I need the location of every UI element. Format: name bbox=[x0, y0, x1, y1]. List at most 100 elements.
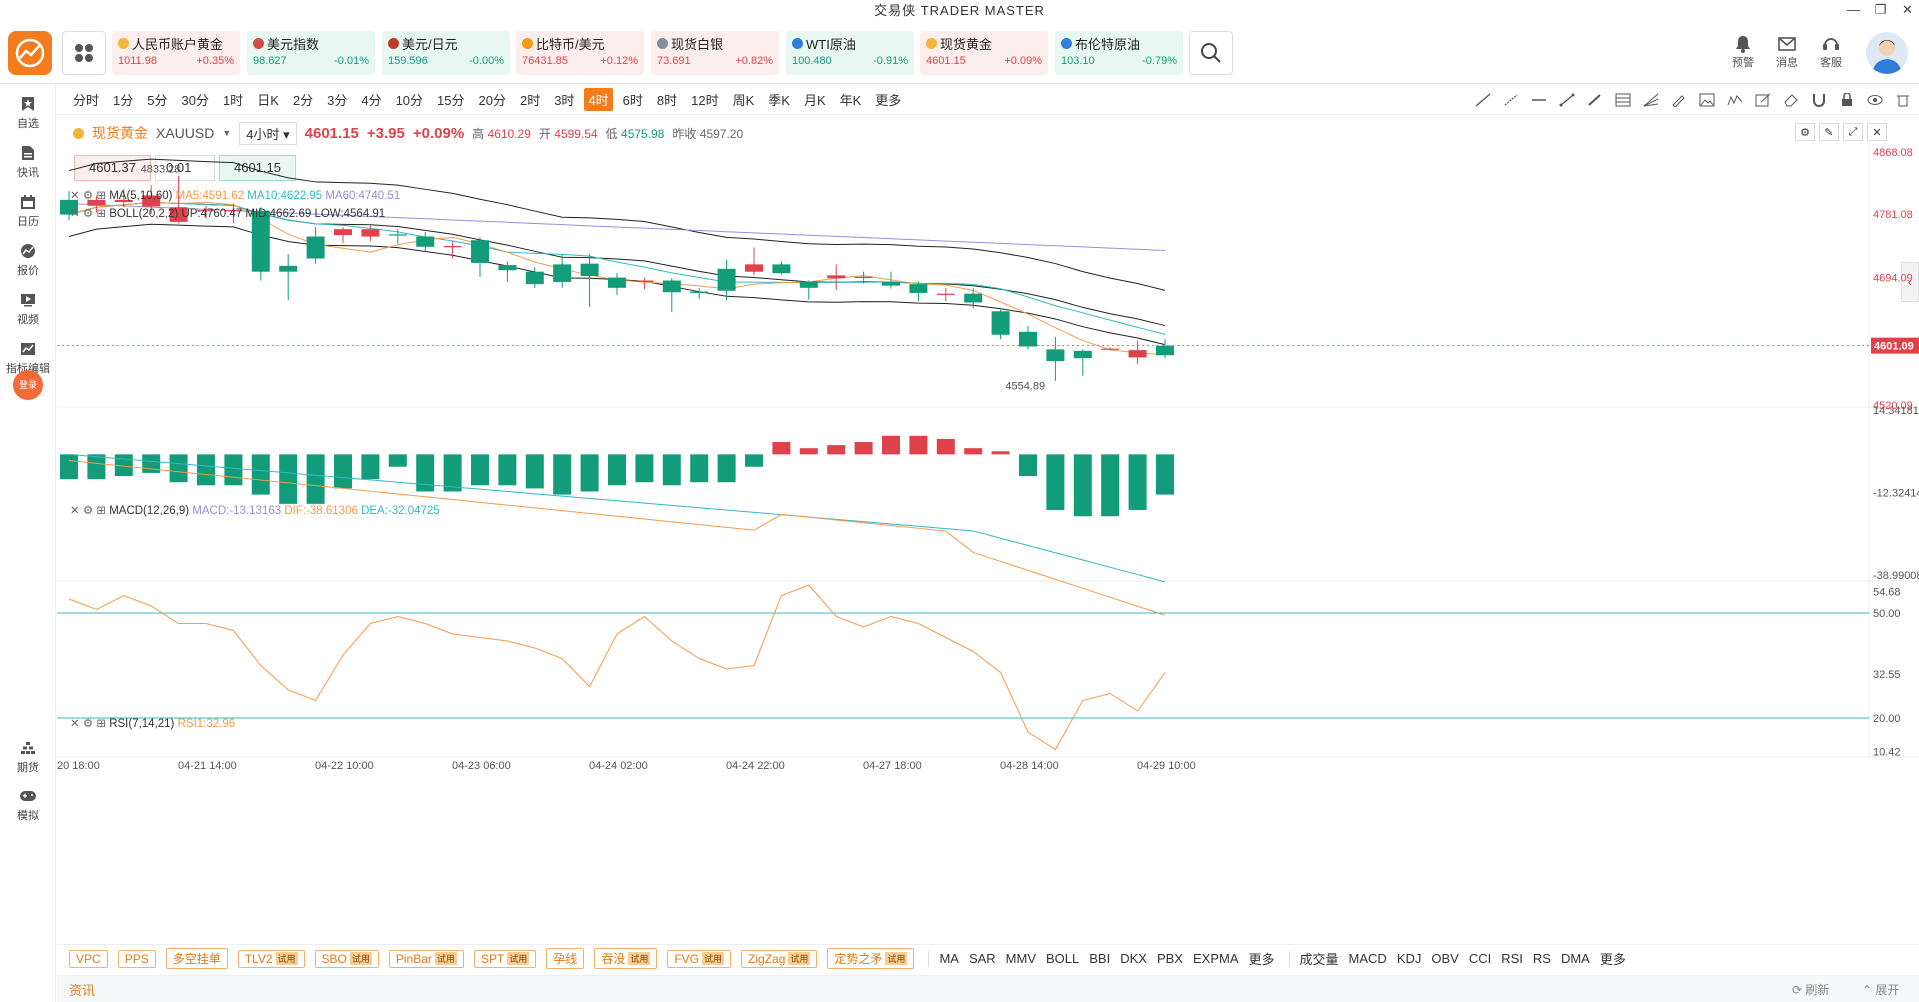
timeframe-tab[interactable]: 20分 bbox=[478, 93, 506, 108]
sub-indicator-item[interactable]: OBV bbox=[1431, 951, 1459, 966]
strategy-tag[interactable]: SBO 试用 bbox=[314, 949, 379, 968]
ticker-card[interactable]: 美元指数 98.627 -0.01% bbox=[247, 31, 375, 75]
sub-indicator-item[interactable]: 更多 bbox=[1599, 952, 1626, 967]
eraser-icon[interactable] bbox=[1783, 93, 1799, 107]
minimize-icon[interactable]: — bbox=[1847, 2, 1861, 17]
sub-indicator-item[interactable]: DMA bbox=[1560, 951, 1590, 966]
strategy-tag[interactable]: VPC bbox=[69, 949, 108, 968]
strategy-tag[interactable]: ZigZag 试用 bbox=[741, 949, 818, 968]
timeframe-tab[interactable]: 年K bbox=[839, 93, 862, 108]
ticker-card[interactable]: 人民币账户黄金 1011.98 +0.35% bbox=[112, 31, 240, 75]
ticker-card[interactable]: 比特币/美元 76431.85 +0.12% bbox=[516, 31, 644, 75]
close-pane-icon[interactable]: ✕ bbox=[1867, 123, 1887, 141]
sub-indicator-item[interactable]: RS bbox=[1532, 951, 1551, 966]
timeframe-tab[interactable]: 季K bbox=[768, 93, 790, 108]
sidebar-item-simulate[interactable]: 模拟 bbox=[0, 785, 56, 823]
login-button[interactable]: 登录 bbox=[0, 370, 56, 400]
service-button[interactable]: 客服 bbox=[1813, 34, 1849, 70]
timeframe-tab[interactable]: 2分 bbox=[292, 93, 314, 108]
timeframe-tab[interactable]: 10分 bbox=[395, 93, 424, 108]
wave-icon[interactable] bbox=[1727, 93, 1743, 107]
sidebar-item-indicator-edit[interactable]: 指标编辑 bbox=[0, 338, 56, 376]
refresh-button[interactable]: ⟳ 刷新 bbox=[1792, 982, 1830, 997]
app-logo[interactable] bbox=[8, 31, 52, 75]
timeframe-tab[interactable]: 1时 bbox=[222, 93, 244, 108]
ticker-card[interactable]: 美元/日元 159.596 -0.00% bbox=[382, 31, 510, 75]
trend-line-icon[interactable] bbox=[1503, 93, 1519, 107]
pen-line-icon[interactable] bbox=[1587, 93, 1603, 107]
sidebar-item-futures[interactable]: 期货 bbox=[0, 737, 56, 775]
sidebar-item-quote[interactable]: 报价 bbox=[0, 240, 56, 278]
timeframe-tab[interactable]: 1分 bbox=[113, 93, 134, 108]
main-indicator-item[interactable]: BOLL bbox=[1046, 951, 1080, 966]
timeframe-tab[interactable]: 周K bbox=[732, 93, 755, 108]
fib-icon[interactable] bbox=[1615, 93, 1631, 107]
avatar[interactable] bbox=[1866, 32, 1908, 74]
sub-indicator-item[interactable]: RSI bbox=[1501, 951, 1523, 966]
strategy-tag[interactable]: 吞没 试用 bbox=[594, 948, 658, 969]
sub-indicator-item[interactable]: MACD bbox=[1348, 951, 1387, 966]
timeframe-tab[interactable]: 30分 bbox=[181, 93, 209, 108]
period-select[interactable]: 4小时 ▾ bbox=[239, 121, 297, 145]
sidebar-item-calendar[interactable]: 日历 bbox=[0, 191, 56, 229]
chart-canvas[interactable]: 4833.28 4554.89 4868.08 4781.08 4694.09 4601.… bbox=[57, 145, 1919, 943]
edit-icon[interactable] bbox=[1755, 93, 1771, 107]
ticker-card[interactable]: 现货白银 73.691 +0.82% bbox=[651, 31, 779, 75]
close-icon[interactable]: ✕ ⚙ ⊞ bbox=[70, 208, 106, 220]
strategy-tag[interactable]: TLV2 试用 bbox=[237, 949, 305, 968]
image-icon[interactable] bbox=[1699, 93, 1715, 107]
sub-indicator-item[interactable]: CCI bbox=[1468, 951, 1492, 966]
symbol-name[interactable]: 现货黄金 bbox=[92, 125, 148, 141]
main-indicator-item[interactable]: PBX bbox=[1156, 951, 1183, 966]
main-indicator-item[interactable]: EXPMA bbox=[1192, 951, 1239, 966]
news-tab[interactable]: 资讯 bbox=[69, 982, 96, 998]
strategy-tag[interactable]: FVG 试用 bbox=[667, 949, 732, 968]
search-button[interactable] bbox=[1189, 31, 1233, 75]
close-icon[interactable]: ✕ ⚙ ⊞ bbox=[70, 505, 106, 517]
alert-button[interactable]: 预警 bbox=[1725, 34, 1761, 70]
strategy-tag[interactable]: SPT 试用 bbox=[473, 949, 537, 968]
timeframe-tab[interactable]: 4分 bbox=[361, 93, 382, 108]
segment-icon[interactable] bbox=[1559, 93, 1575, 107]
pencil-icon[interactable]: ✎ bbox=[1819, 123, 1839, 141]
magnet-icon[interactable] bbox=[1811, 93, 1827, 107]
main-indicator-item[interactable]: MA bbox=[939, 951, 959, 966]
timeframe-tab[interactable]: 2时 bbox=[519, 93, 541, 108]
sub-indicator-item[interactable]: KDJ bbox=[1396, 951, 1422, 966]
timeframe-tab[interactable]: 3分 bbox=[327, 93, 348, 108]
main-indicator-item[interactable]: MMV bbox=[1005, 951, 1037, 966]
timeframe-tab[interactable]: 5分 bbox=[147, 93, 168, 108]
timeframe-tab[interactable]: 15分 bbox=[437, 93, 465, 108]
close-icon[interactable]: ✕ ⚙ ⊞ bbox=[70, 190, 106, 202]
message-button[interactable]: 消息 bbox=[1769, 34, 1805, 70]
symbol-code[interactable]: XAUUSD bbox=[156, 125, 215, 141]
strategy-tag[interactable]: PinBar 试用 bbox=[388, 949, 464, 968]
restore-icon[interactable]: ❐ bbox=[1874, 2, 1888, 17]
close-icon[interactable]: ✕ bbox=[1902, 2, 1914, 17]
strategy-tag[interactable]: 孕线 bbox=[546, 948, 585, 969]
timeframe-tab[interactable]: 3时 bbox=[554, 93, 575, 108]
chevron-down-icon[interactable]: ▼ bbox=[222, 128, 232, 138]
ticker-card[interactable]: WTI原油 100.480 -0.91% bbox=[786, 31, 914, 75]
expand-button[interactable]: ⌃ 展开 bbox=[1862, 982, 1900, 997]
ticker-card[interactable]: 现货黄金 4601.15 +0.09% bbox=[920, 31, 1048, 75]
settings-icon[interactable]: ⚙ bbox=[1795, 123, 1815, 141]
lock-icon[interactable] bbox=[1839, 92, 1855, 107]
main-indicator-item[interactable]: SAR bbox=[968, 951, 996, 966]
trash-icon[interactable] bbox=[1895, 93, 1911, 107]
eye-icon[interactable] bbox=[1867, 93, 1883, 107]
brush-icon[interactable] bbox=[1671, 93, 1687, 108]
close-icon[interactable]: ✕ ⚙ ⊞ bbox=[70, 718, 106, 730]
expand-icon[interactable]: ⤢ bbox=[1843, 123, 1863, 141]
main-indicator-item[interactable]: 更多 bbox=[1248, 952, 1275, 967]
timeframe-tab[interactable]: 日K bbox=[257, 93, 279, 108]
horizontal-line-icon[interactable] bbox=[1531, 93, 1547, 107]
timeframe-tab[interactable]: 8时 bbox=[656, 93, 678, 108]
main-indicator-item[interactable]: DKX bbox=[1120, 951, 1147, 966]
main-indicator-item[interactable]: BBI bbox=[1089, 951, 1111, 966]
strategy-tag[interactable]: 定势之矛 试用 bbox=[827, 948, 915, 969]
timeframe-tab[interactable]: 12时 bbox=[691, 93, 719, 108]
fan-icon[interactable] bbox=[1643, 93, 1659, 107]
ray-line-icon[interactable] bbox=[1475, 93, 1491, 107]
sidebar-item-watch[interactable]: 自选 bbox=[0, 93, 56, 131]
